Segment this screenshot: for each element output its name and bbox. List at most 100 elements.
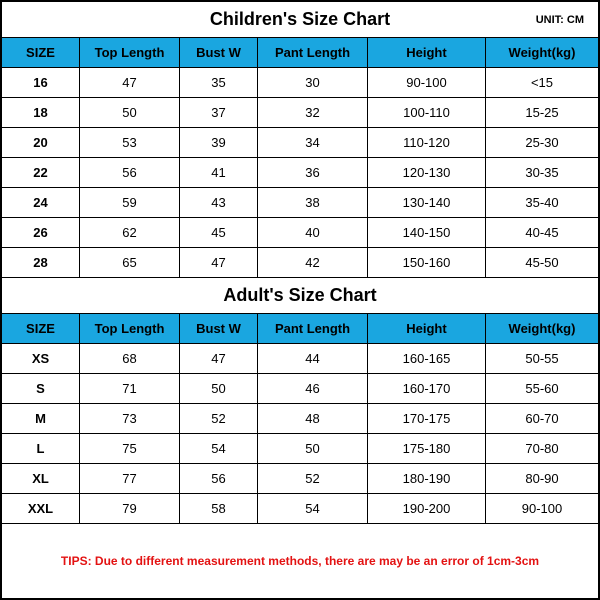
col-pant-length: Pant Length [258, 314, 368, 343]
col-size: SIZE [2, 38, 80, 67]
children-row: 1647353090-100<15 [2, 68, 598, 98]
cell: 68 [80, 344, 180, 373]
adult-title: Adult's Size Chart [223, 285, 376, 306]
cell: L [2, 434, 80, 463]
cell: 18 [2, 98, 80, 127]
col-pant-length: Pant Length [258, 38, 368, 67]
tips-note: TIPS: Due to different measurement metho… [2, 524, 598, 598]
cell: 43 [180, 188, 258, 217]
cell: 52 [180, 404, 258, 433]
cell: 170-175 [368, 404, 486, 433]
cell: 16 [2, 68, 80, 97]
cell: 32 [258, 98, 368, 127]
adult-row: M735248170-17560-70 [2, 404, 598, 434]
children-row: 18503732100-11015-25 [2, 98, 598, 128]
cell: 71 [80, 374, 180, 403]
cell: 56 [80, 158, 180, 187]
cell: 35-40 [486, 188, 598, 217]
cell: 130-140 [368, 188, 486, 217]
adult-row: XL775652180-19080-90 [2, 464, 598, 494]
cell: 40-45 [486, 218, 598, 247]
cell: 25-30 [486, 128, 598, 157]
cell: 190-200 [368, 494, 486, 523]
cell: 46 [258, 374, 368, 403]
adult-title-row: Adult's Size Chart [2, 278, 598, 314]
cell: 52 [258, 464, 368, 493]
adult-row: XXL795854190-20090-100 [2, 494, 598, 524]
children-row: 26624540140-15040-45 [2, 218, 598, 248]
children-row: 28654742150-16045-50 [2, 248, 598, 278]
cell: 90-100 [486, 494, 598, 523]
children-body: 1647353090-100<1518503732100-11015-25205… [2, 68, 598, 278]
cell: 47 [180, 344, 258, 373]
size-chart-wrapper: Children's Size Chart UNIT: CM SIZE Top … [0, 0, 600, 600]
children-row: 24594338130-14035-40 [2, 188, 598, 218]
cell: 53 [80, 128, 180, 157]
cell: 175-180 [368, 434, 486, 463]
children-row: 20533934110-12025-30 [2, 128, 598, 158]
cell: 45-50 [486, 248, 598, 277]
cell: 15-25 [486, 98, 598, 127]
cell: 44 [258, 344, 368, 373]
cell: XL [2, 464, 80, 493]
col-top-length: Top Length [80, 38, 180, 67]
adult-row: S715046160-17055-60 [2, 374, 598, 404]
cell: 56 [180, 464, 258, 493]
col-weight: Weight(kg) [486, 38, 598, 67]
cell: 26 [2, 218, 80, 247]
cell: 60-70 [486, 404, 598, 433]
cell: 47 [80, 68, 180, 97]
cell: 180-190 [368, 464, 486, 493]
cell: 100-110 [368, 98, 486, 127]
cell: <15 [486, 68, 598, 97]
cell: 140-150 [368, 218, 486, 247]
cell: 50 [180, 374, 258, 403]
cell: 34 [258, 128, 368, 157]
cell: 48 [258, 404, 368, 433]
cell: S [2, 374, 80, 403]
adult-body: XS684744160-16550-55S715046160-17055-60M… [2, 344, 598, 524]
cell: 38 [258, 188, 368, 217]
adult-header-row: SIZE Top Length Bust W Pant Length Heigh… [2, 314, 598, 344]
col-bust-w: Bust W [180, 314, 258, 343]
cell: 50 [80, 98, 180, 127]
cell: 50 [258, 434, 368, 463]
col-weight: Weight(kg) [486, 314, 598, 343]
cell: 50-55 [486, 344, 598, 373]
cell: 150-160 [368, 248, 486, 277]
cell: 160-170 [368, 374, 486, 403]
cell: 160-165 [368, 344, 486, 373]
cell: 47 [180, 248, 258, 277]
cell: 36 [258, 158, 368, 187]
cell: 41 [180, 158, 258, 187]
children-title-row: Children's Size Chart UNIT: CM [2, 2, 598, 38]
cell: 22 [2, 158, 80, 187]
cell: 28 [2, 248, 80, 277]
cell: 35 [180, 68, 258, 97]
cell: 30 [258, 68, 368, 97]
cell: 65 [80, 248, 180, 277]
unit-label: UNIT: CM [536, 14, 584, 26]
col-height: Height [368, 314, 486, 343]
cell: 79 [80, 494, 180, 523]
cell: 59 [80, 188, 180, 217]
children-title: Children's Size Chart [210, 9, 390, 30]
col-top-length: Top Length [80, 314, 180, 343]
cell: 40 [258, 218, 368, 247]
cell: 24 [2, 188, 80, 217]
cell: XXL [2, 494, 80, 523]
adult-section: Adult's Size Chart SIZE Top Length Bust … [2, 278, 598, 524]
cell: 120-130 [368, 158, 486, 187]
cell: 20 [2, 128, 80, 157]
cell: 90-100 [368, 68, 486, 97]
cell: 30-35 [486, 158, 598, 187]
cell: 70-80 [486, 434, 598, 463]
cell: XS [2, 344, 80, 373]
adult-row: L755450175-18070-80 [2, 434, 598, 464]
children-section: Children's Size Chart UNIT: CM SIZE Top … [2, 2, 598, 278]
cell: 54 [180, 434, 258, 463]
cell: 39 [180, 128, 258, 157]
cell: 62 [80, 218, 180, 247]
cell: 54 [258, 494, 368, 523]
children-header-row: SIZE Top Length Bust W Pant Length Heigh… [2, 38, 598, 68]
